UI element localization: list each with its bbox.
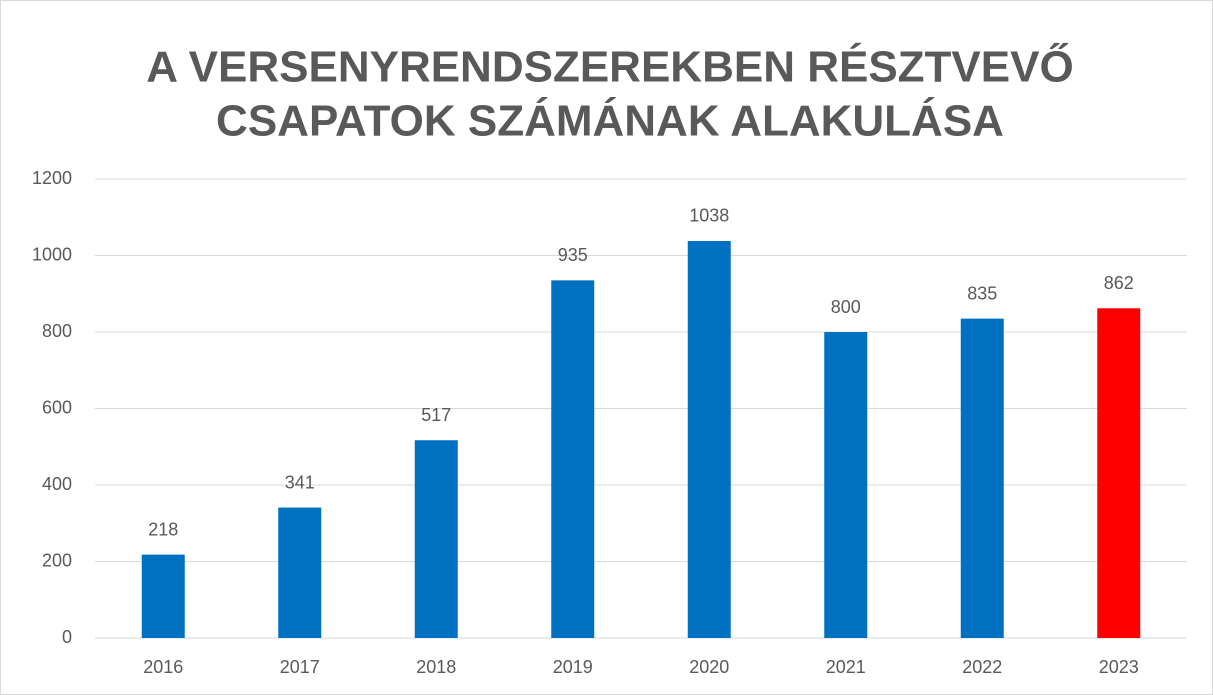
bar (141, 554, 185, 638)
bar (551, 280, 595, 638)
y-tick-label: 600 (42, 397, 72, 417)
bar (278, 507, 322, 638)
x-tick-label: 2020 (689, 657, 729, 677)
y-tick-label: 1000 (32, 244, 72, 264)
y-tick-label: 800 (42, 321, 72, 341)
y-tick-label: 400 (42, 474, 72, 494)
data-label: 517 (421, 405, 451, 425)
bar (414, 440, 458, 638)
data-label: 800 (831, 297, 861, 317)
bar (824, 332, 868, 638)
x-tick-label: 2019 (553, 657, 593, 677)
bar (1097, 308, 1141, 638)
x-tick-label: 2021 (826, 657, 866, 677)
data-label: 935 (558, 245, 588, 265)
x-tick-label: 2018 (416, 657, 456, 677)
chart-title: CSAPATOK SZÁMÁNAK ALAKULÁSA (216, 96, 1004, 146)
x-tick-label: 2022 (962, 657, 1002, 677)
data-label: 835 (967, 283, 997, 303)
y-tick-label: 1200 (32, 168, 72, 188)
bar (960, 318, 1004, 638)
y-tick-label: 200 (42, 550, 72, 570)
data-label: 341 (285, 472, 315, 492)
x-tick-label: 2016 (143, 657, 183, 677)
data-label: 862 (1104, 273, 1134, 293)
x-tick-label: 2017 (280, 657, 320, 677)
data-label: 1038 (689, 206, 729, 226)
chart-title: A VERSENYRENDSZEREKBEN RÉSZTVEVŐ (146, 42, 1073, 92)
x-tick-label: 2023 (1099, 657, 1139, 677)
bar (687, 240, 731, 638)
data-label: 218 (148, 519, 178, 539)
y-tick-label: 0 (62, 627, 72, 647)
